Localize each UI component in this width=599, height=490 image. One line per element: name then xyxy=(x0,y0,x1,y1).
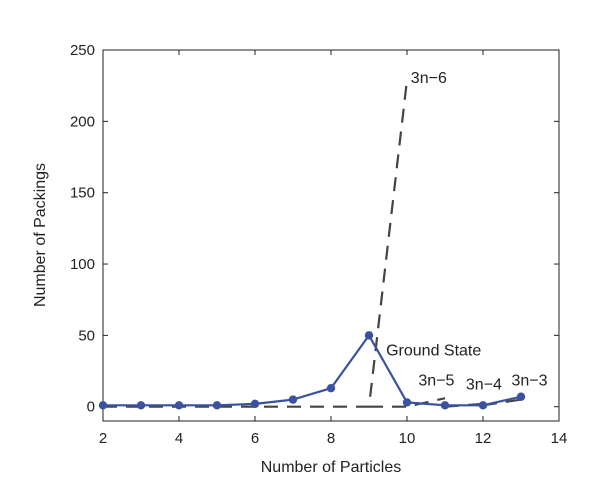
data-point xyxy=(402,398,412,407)
data-point xyxy=(364,331,374,340)
y-tick-label: 150 xyxy=(70,185,95,202)
y-axis-label: Number of Packings xyxy=(32,163,49,307)
axis-ticks: 2 4 6 8 10 12 14 0 50 100 150 200 250 xyxy=(70,42,567,447)
annotation-label: 3n−5 xyxy=(418,372,454,389)
annotation-label: 3n−3 xyxy=(512,372,548,389)
y-tick-label: 50 xyxy=(78,327,95,344)
annotation-label: 3n−4 xyxy=(466,377,502,394)
data-point xyxy=(288,395,298,404)
x-tick-label: 10 xyxy=(399,430,416,447)
data-point xyxy=(516,392,526,401)
data-point xyxy=(136,401,146,410)
series-line xyxy=(369,397,446,408)
data-point xyxy=(478,401,488,410)
annotation-layer: 3n−6 Ground State 3n−5 3n−4 3n−3 xyxy=(386,70,548,394)
x-tick-label: 2 xyxy=(99,430,107,447)
data-point xyxy=(440,401,450,410)
annotation-label: Ground State xyxy=(386,342,481,359)
data-point xyxy=(326,383,336,393)
series-layer xyxy=(98,79,526,410)
x-tick-label: 4 xyxy=(175,430,183,447)
x-axis-label: Number of Particles xyxy=(261,459,402,476)
y-tick-label: 200 xyxy=(70,113,95,130)
y-tick-label: 0 xyxy=(87,399,95,416)
x-tick-label: 6 xyxy=(251,430,259,447)
plot-area xyxy=(102,49,560,422)
data-point xyxy=(250,399,260,409)
data-point xyxy=(174,401,184,410)
x-tick-label: 8 xyxy=(327,430,335,447)
y-tick-label: 100 xyxy=(70,256,95,273)
data-point xyxy=(212,401,222,410)
y-tick-label: 250 xyxy=(70,42,95,59)
series-line xyxy=(103,334,522,407)
annotation-label: 3n−6 xyxy=(411,70,447,87)
data-point xyxy=(98,401,108,410)
x-tick-label: 12 xyxy=(475,430,492,447)
x-tick-label: 14 xyxy=(551,430,568,447)
